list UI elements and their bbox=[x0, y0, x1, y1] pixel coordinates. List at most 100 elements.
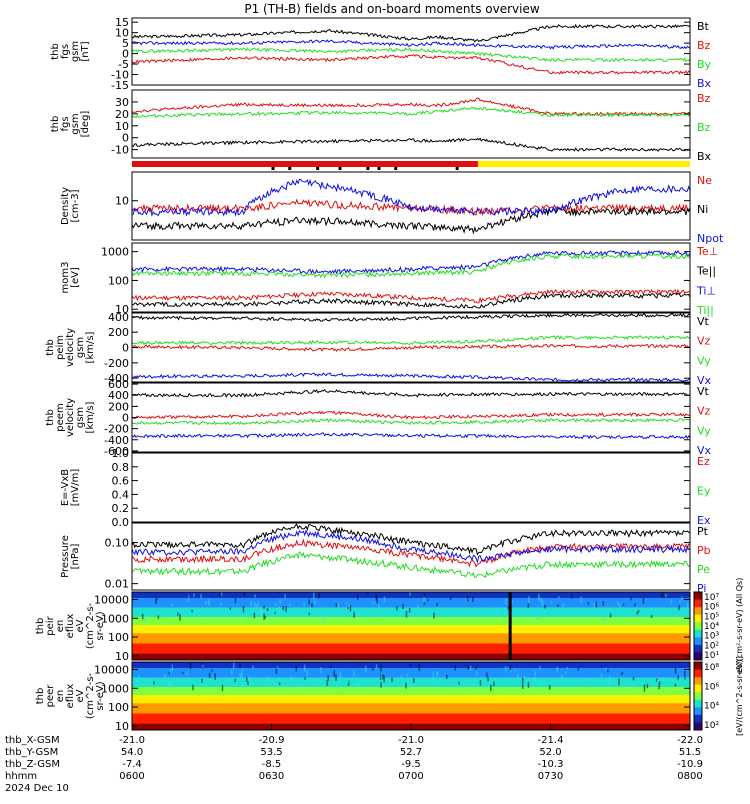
spectrogram-noise bbox=[164, 615, 167, 619]
mode-bar-marker bbox=[316, 167, 320, 170]
spectrogram-noise bbox=[557, 604, 559, 607]
series-black-line bbox=[131, 388, 691, 398]
spectrogram-noise bbox=[304, 677, 306, 680]
spectrogram-noise bbox=[427, 599, 430, 602]
y-axis-label-line: [cm-3] bbox=[70, 189, 81, 222]
y-tick-label: 400 bbox=[108, 311, 129, 324]
spectrogram-noise bbox=[608, 675, 611, 681]
spectrogram-noise bbox=[412, 678, 415, 683]
spectrogram-noise bbox=[256, 604, 258, 609]
spectrogram-noise bbox=[188, 595, 190, 598]
spectrogram-noise bbox=[396, 606, 398, 611]
spectrogram-noise bbox=[167, 682, 170, 690]
spectrogram-noise bbox=[241, 668, 244, 671]
spectrogram-noise bbox=[336, 684, 338, 690]
spectrogram-noise bbox=[356, 594, 359, 601]
spectrogram-noise bbox=[220, 592, 223, 597]
spectrogram-noise bbox=[458, 681, 461, 685]
y-axis-label: mom3 [eV] bbox=[60, 262, 81, 294]
panel-frame bbox=[131, 591, 691, 661]
spectrogram-noise bbox=[527, 603, 530, 608]
legend-label: Ti⊥ bbox=[696, 284, 716, 297]
y-axis-label-line: eV bbox=[75, 689, 86, 702]
legend-label: Vt bbox=[697, 385, 710, 398]
spectrogram-noise bbox=[372, 668, 374, 671]
colorbar-swatch bbox=[694, 592, 702, 601]
spectrogram-noise bbox=[475, 666, 477, 671]
series-blue-line bbox=[131, 39, 691, 50]
spectrogram-noise bbox=[432, 670, 435, 677]
spectrogram-noise bbox=[544, 607, 546, 614]
spectrogram-noise bbox=[277, 606, 280, 613]
panel-frame bbox=[131, 452, 691, 523]
mode-bar-marker bbox=[288, 167, 292, 170]
spectrogram-noise bbox=[405, 678, 408, 682]
colorbar-frame bbox=[693, 661, 703, 731]
panel-peim-velocity: Vt Vz Vy Vx 400 200 0 -200 -400 thb peim velocity gs… bbox=[45, 311, 712, 387]
spectrogram-noise bbox=[521, 677, 524, 683]
spectrogram-noise bbox=[295, 665, 298, 672]
colorbar-swatch bbox=[694, 644, 702, 653]
spectrogram-noise bbox=[423, 593, 426, 596]
y-axis-label-line: Density bbox=[60, 187, 71, 225]
spectrogram-noise bbox=[248, 676, 250, 681]
y-tick-label: 0 bbox=[122, 132, 129, 145]
spectrogram-noise bbox=[301, 683, 303, 687]
spectrogram-noise bbox=[382, 674, 384, 680]
spectrogram-noise bbox=[570, 594, 573, 599]
spectrogram-noise bbox=[603, 614, 606, 621]
spectrogram-noise bbox=[243, 592, 246, 596]
spectrogram-noise bbox=[164, 674, 166, 679]
spectrogram-noise bbox=[565, 671, 567, 674]
y-axis-label-line: [mV/m] bbox=[70, 469, 81, 507]
spectrogram-noise bbox=[358, 612, 360, 616]
y-tick-label: 10 bbox=[115, 720, 129, 733]
spectrogram-noise bbox=[187, 598, 190, 603]
spectrogram-noise bbox=[276, 666, 279, 669]
spectrogram-noise bbox=[436, 602, 438, 607]
y-axis-label-line: gsm bbox=[75, 337, 86, 358]
x-tick-label: -21.4 bbox=[538, 735, 564, 746]
spectrogram-noise bbox=[550, 601, 553, 604]
spectrogram-noise bbox=[537, 613, 539, 620]
legend-label: Bz bbox=[697, 92, 711, 105]
spectrogram-noise bbox=[134, 685, 136, 692]
spectrogram-noise bbox=[686, 602, 689, 609]
spectrogram-noise bbox=[365, 665, 367, 673]
spectrogram-band bbox=[132, 676, 690, 687]
spectrogram-noise bbox=[284, 593, 286, 599]
series-black-line bbox=[131, 292, 691, 310]
mode-bar-marker bbox=[455, 167, 459, 170]
spectrogram-noise bbox=[375, 594, 378, 601]
spectrogram-noise bbox=[493, 681, 495, 687]
y-tick-label: -600 bbox=[104, 445, 129, 458]
spectrogram-band bbox=[132, 592, 690, 598]
spectrogram-noise bbox=[548, 685, 551, 690]
spectrogram-noise bbox=[622, 603, 625, 606]
spectrogram-noise bbox=[465, 598, 468, 603]
y-tick-label: 0.4 bbox=[112, 488, 130, 501]
spectrogram-noise bbox=[417, 604, 419, 609]
spectrogram-noise bbox=[423, 597, 425, 603]
spectrogram-noise bbox=[275, 602, 278, 607]
y-tick-label: 0 bbox=[122, 48, 129, 61]
spectrogram-noise bbox=[353, 611, 355, 618]
y-axis-label: thb peir en eflux eV (cm^2-s-sr-eV) bbox=[35, 602, 106, 649]
spectrogram-noise bbox=[418, 664, 421, 672]
legend-label: Pi bbox=[697, 582, 706, 595]
spectrogram-noise bbox=[348, 604, 350, 611]
spectrogram-noise bbox=[259, 606, 262, 614]
spectrogram-noise bbox=[275, 668, 278, 674]
colorbar-label-text: [eV/(cm^2-s-sr-eV)] bbox=[735, 656, 744, 736]
spectrogram-noise bbox=[580, 596, 582, 604]
legend-label: Ti|| bbox=[696, 304, 714, 317]
y-tick-label: 0.10 bbox=[105, 537, 130, 550]
series-red-line bbox=[131, 54, 691, 75]
legend-label: Bx bbox=[697, 150, 712, 163]
spectrogram-noise bbox=[544, 604, 546, 609]
legend-label: Vt bbox=[697, 315, 710, 328]
y-axis-label-line: velocity bbox=[65, 398, 76, 437]
spectrogram-noise bbox=[278, 677, 280, 681]
spectrogram-noise bbox=[490, 684, 492, 692]
